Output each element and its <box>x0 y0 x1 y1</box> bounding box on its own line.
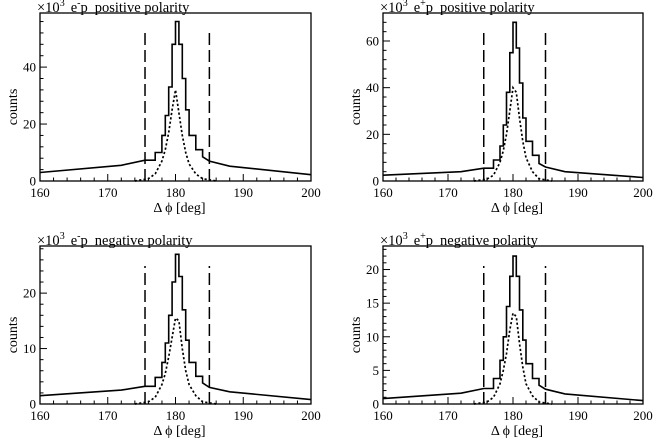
polarity-label: negative polarity <box>95 233 194 249</box>
x-tick-label: 160 <box>30 185 50 200</box>
panel-title: ×103 e-p negative polarity <box>37 231 193 249</box>
peak-series <box>473 85 553 182</box>
y-axis-label: counts <box>6 89 21 126</box>
y-tick-label: 20 <box>366 262 379 277</box>
x-tick-label: 200 <box>633 185 653 200</box>
y-axis-label: counts <box>349 89 364 126</box>
panel-title: ×103 e-p positive polarity <box>37 0 190 16</box>
x-tick-label: 160 <box>373 185 393 200</box>
x-tick-label: 180 <box>166 408 186 423</box>
panel-4: 160 170 180 190 200 0 5 10 15 20 Δ ϕ [deg] counts ×1… <box>349 231 653 439</box>
multiplier-base: ×10 <box>37 233 60 249</box>
y-tick-label: 0 <box>373 174 380 189</box>
panel-3: 160 170 180 190 200 0 10 20 Δ ϕ [deg] counts ×103 e… <box>6 231 321 439</box>
y-tick-label: 10 <box>366 329 379 344</box>
x-tick-label: 180 <box>503 185 523 200</box>
x-tick-label: 160 <box>373 408 393 423</box>
histogram-series <box>382 21 644 179</box>
y-axis-label: counts <box>349 317 364 354</box>
polarity-label: positive polarity <box>95 0 190 16</box>
particle-charge: - <box>77 231 80 242</box>
particle-target: p <box>80 0 87 16</box>
panel-1: 160 170 180 190 200 0 20 40 Δ ϕ [deg] counts ×103 e… <box>6 0 321 216</box>
y-tick-label: 40 <box>366 80 379 95</box>
multiplier-exponent: 3 <box>403 0 408 9</box>
x-tick-label: 200 <box>633 408 653 423</box>
multiplier-base: ×10 <box>380 233 403 249</box>
particle-base: e <box>71 0 77 16</box>
panel-title: ×103 e+p positive polarity <box>380 0 535 16</box>
particle-charge: + <box>420 0 426 9</box>
x-tick-label: 170 <box>98 408 118 423</box>
x-tick-label: 180 <box>166 185 186 200</box>
x-tick-label: 190 <box>234 185 254 200</box>
multiplier-exponent: 3 <box>60 0 65 9</box>
x-tick-label: 200 <box>301 408 321 423</box>
polarity-label: positive polarity <box>440 0 535 16</box>
multiplier-exponent: 3 <box>403 231 408 242</box>
peak-series <box>134 89 217 182</box>
x-tick-label: 170 <box>438 408 458 423</box>
x-tick-label: 190 <box>568 185 588 200</box>
y-tick-label: 10 <box>23 341 36 356</box>
x-axis-label: Δ ϕ [deg] <box>153 424 205 439</box>
peak-series <box>134 316 217 405</box>
y-tick-label: 0 <box>30 174 37 189</box>
panel-title: ×103 e+p negative polarity <box>380 231 539 249</box>
y-tick-label: 0 <box>373 397 380 412</box>
particle-charge: - <box>77 0 80 9</box>
particle-charge: + <box>420 231 426 242</box>
particle-target: p <box>426 0 433 16</box>
histogram-series <box>39 253 312 401</box>
y-tick-label: 20 <box>366 127 379 142</box>
y-tick-label: 0 <box>30 397 37 412</box>
particle-target: p <box>80 233 87 249</box>
x-tick-label: 200 <box>301 185 321 200</box>
particle-base: e <box>414 233 420 249</box>
panel-2: 160 170 180 190 200 0 20 40 60 Δ ϕ [deg] counts ×10… <box>349 0 653 216</box>
y-tick-label: 20 <box>23 286 36 301</box>
x-tick-label: 170 <box>438 185 458 200</box>
particle-target: p <box>426 233 433 249</box>
y-tick-label: 40 <box>23 60 36 75</box>
multiplier-exponent: 3 <box>60 231 65 242</box>
x-axis-label: Δ ϕ [deg] <box>153 201 205 216</box>
polarity-label: negative polarity <box>440 233 539 249</box>
particle-base: e <box>414 0 420 16</box>
multiplier-base: ×10 <box>380 0 403 16</box>
multiplier-base: ×10 <box>37 0 60 16</box>
y-tick-label: 5 <box>373 363 380 378</box>
y-tick-label: 20 <box>23 117 36 132</box>
x-tick-label: 190 <box>568 408 588 423</box>
y-axis-label: counts <box>6 317 21 354</box>
particle-base: e <box>71 233 77 249</box>
x-tick-label: 170 <box>98 185 118 200</box>
y-tick-label: 15 <box>366 296 379 311</box>
histogram-series <box>39 20 312 176</box>
x-axis-label: Δ ϕ [deg] <box>491 424 543 439</box>
x-tick-label: 190 <box>234 408 254 423</box>
x-axis-label: Δ ϕ [deg] <box>491 201 543 216</box>
x-tick-label: 180 <box>503 408 523 423</box>
peak-series <box>473 311 553 405</box>
histogram-series <box>382 255 644 402</box>
x-tick-label: 160 <box>30 408 50 423</box>
y-tick-label: 60 <box>366 34 379 49</box>
